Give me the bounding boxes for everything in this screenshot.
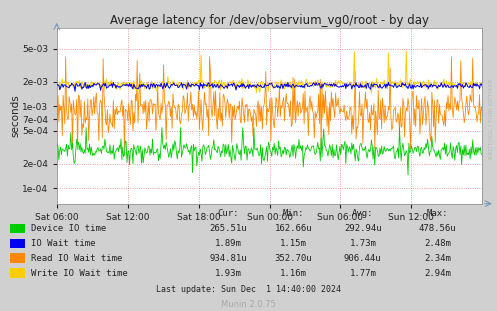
Text: 1.15m: 1.15m xyxy=(280,239,307,248)
Text: 292.94u: 292.94u xyxy=(344,224,382,233)
Text: 1.93m: 1.93m xyxy=(215,269,242,277)
Text: RRDTOOL / TOBI OETIKER: RRDTOOL / TOBI OETIKER xyxy=(489,78,494,159)
Text: 2.34m: 2.34m xyxy=(424,254,451,262)
Text: 934.81u: 934.81u xyxy=(210,254,248,262)
Text: Max:: Max: xyxy=(426,209,448,217)
Text: Device IO time: Device IO time xyxy=(31,224,106,233)
Text: 2.48m: 2.48m xyxy=(424,239,451,248)
Title: Average latency for /dev/observium_vg0/root - by day: Average latency for /dev/observium_vg0/r… xyxy=(110,14,429,27)
Text: 906.44u: 906.44u xyxy=(344,254,382,262)
Text: Last update: Sun Dec  1 14:40:00 2024: Last update: Sun Dec 1 14:40:00 2024 xyxy=(156,285,341,294)
Text: 265.51u: 265.51u xyxy=(210,224,248,233)
Y-axis label: seconds: seconds xyxy=(10,95,20,137)
Text: 1.73m: 1.73m xyxy=(349,239,376,248)
Text: Read IO Wait time: Read IO Wait time xyxy=(31,254,122,262)
Text: 478.56u: 478.56u xyxy=(418,224,456,233)
Text: 1.16m: 1.16m xyxy=(280,269,307,277)
Text: Avg:: Avg: xyxy=(352,209,374,217)
Text: Cur:: Cur: xyxy=(218,209,240,217)
Text: 2.94m: 2.94m xyxy=(424,269,451,277)
Text: Munin 2.0.75: Munin 2.0.75 xyxy=(221,300,276,309)
Text: 352.70u: 352.70u xyxy=(274,254,312,262)
Text: 1.77m: 1.77m xyxy=(349,269,376,277)
Text: Min:: Min: xyxy=(282,209,304,217)
Text: IO Wait time: IO Wait time xyxy=(31,239,95,248)
Text: 162.66u: 162.66u xyxy=(274,224,312,233)
Text: Write IO Wait time: Write IO Wait time xyxy=(31,269,128,277)
Text: 1.89m: 1.89m xyxy=(215,239,242,248)
